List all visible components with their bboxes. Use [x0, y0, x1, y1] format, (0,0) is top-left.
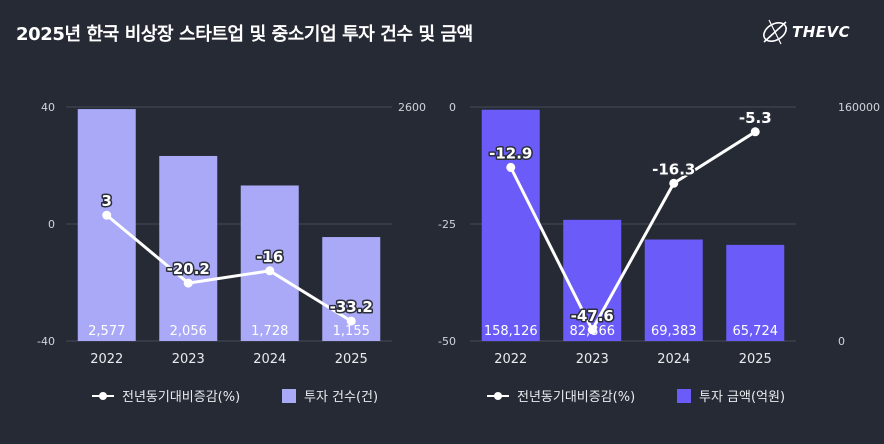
- bar: [77, 109, 136, 341]
- right-axis-tick-label: 160000: [838, 101, 880, 114]
- legend-line-marker: [487, 390, 509, 402]
- bar-value-label: 65,724: [733, 324, 779, 339]
- legend-right-bar: 투자 금액(억원): [677, 386, 785, 405]
- x-axis-tick-label: 2022: [494, 352, 527, 367]
- legend-label: 전년동기대비증감(%): [517, 390, 636, 405]
- legend-label: 투자 건수(건): [304, 390, 379, 405]
- bar: [481, 109, 540, 341]
- left-axis-tick-label: -50: [438, 335, 456, 348]
- line-point: [265, 266, 275, 276]
- line-point: [750, 127, 760, 137]
- legend-label: 전년동기대비증감(%): [122, 390, 241, 405]
- legend-label: 투자 금액(억원): [699, 390, 786, 405]
- bar: [563, 219, 622, 341]
- legend-bar-marker: [282, 388, 296, 403]
- chart-title: 2025년 한국 비상장 스타트업 및 중소기업 투자 건수 및 금액: [16, 24, 473, 45]
- line-point-label: -16: [256, 248, 283, 266]
- legend-right-line: 전년동기대비증감(%): [487, 386, 635, 405]
- line-point: [183, 278, 193, 288]
- right-axis-tick-label: 2600: [398, 101, 426, 114]
- line-point-label: -47.6: [571, 307, 614, 325]
- line-point-label: -12.9: [489, 144, 532, 162]
- bar-value-label: 69,383: [651, 324, 697, 339]
- x-axis-tick-label: 2024: [253, 352, 286, 367]
- line-point-label: -33.2: [330, 298, 373, 316]
- bar: [644, 239, 703, 341]
- left-axis-tick-label: 0: [449, 101, 456, 114]
- left-axis-tick-label: -40: [37, 335, 55, 348]
- x-axis-tick-label: 2022: [90, 352, 123, 367]
- bar-value-label: 2,577: [88, 324, 125, 339]
- bar-value-label: 158,126: [484, 324, 538, 339]
- line-point: [506, 162, 516, 172]
- legend-line-marker: [92, 390, 114, 402]
- bar-value-label: 1,155: [333, 324, 370, 339]
- line-point: [669, 178, 679, 188]
- bar: [240, 185, 299, 341]
- line-series: [105, 214, 353, 323]
- x-axis-tick-label: 2024: [657, 352, 690, 367]
- x-axis-tick-label: 2025: [335, 352, 368, 367]
- x-axis-tick-label: 2025: [739, 352, 772, 367]
- line-series: [509, 130, 757, 332]
- bar: [726, 244, 785, 341]
- line-point: [102, 210, 112, 220]
- line-point: [587, 325, 597, 335]
- x-axis-tick-label: 2023: [576, 352, 609, 367]
- line-point: [346, 316, 356, 326]
- bar-value-label: 1,728: [251, 324, 288, 339]
- legend-left-bar: 투자 건수(건): [282, 386, 378, 405]
- line-point-label: -16.3: [652, 160, 695, 178]
- line-point-label: 3: [102, 192, 112, 210]
- legend-bar-marker: [677, 388, 691, 403]
- x-axis-tick-label: 2023: [172, 352, 205, 367]
- bar-value-label: 2,056: [170, 324, 207, 339]
- thevc-logo: THEVC: [760, 16, 870, 48]
- line-point-label: -20.2: [167, 260, 210, 278]
- line-point-label: -5.3: [739, 109, 772, 127]
- bar: [159, 155, 218, 341]
- left-axis-tick-label: -25: [438, 218, 456, 231]
- legend-left-line: 전년동기대비증감(%): [92, 386, 240, 405]
- right-axis-tick-label: 0: [838, 335, 845, 348]
- brand-name: THEVC: [792, 23, 851, 41]
- left-axis-tick-label: 40: [41, 101, 55, 114]
- left-axis-tick-label: 0: [48, 218, 55, 231]
- thevc-logo-icon: [763, 19, 787, 45]
